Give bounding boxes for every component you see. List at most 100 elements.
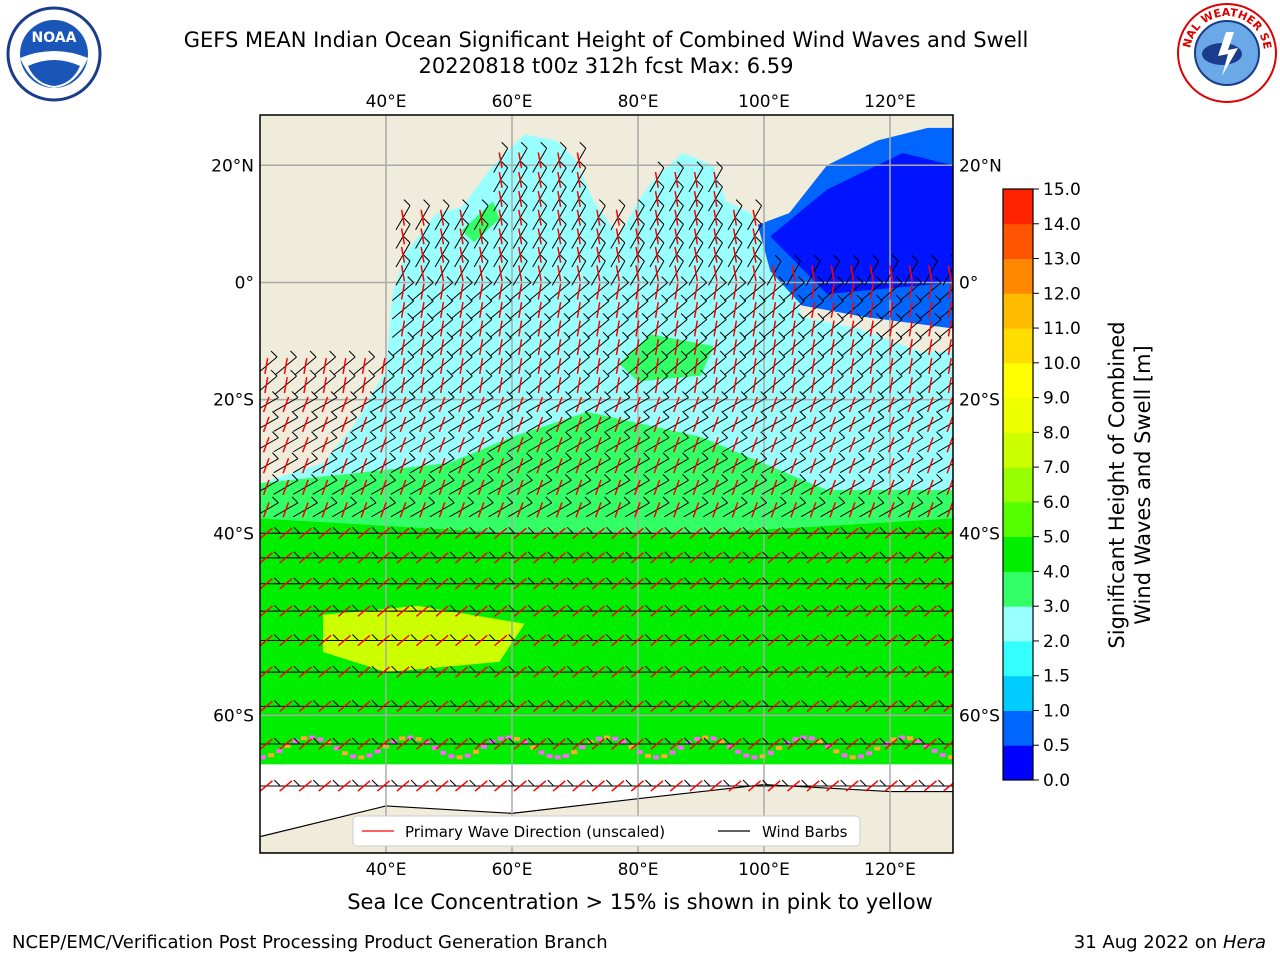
wind-barb-flag xyxy=(856,294,864,302)
legend-box xyxy=(352,815,861,847)
wind-barb-flag xyxy=(408,391,416,398)
sea-ice-cell xyxy=(399,736,406,741)
wind-barb-flag xyxy=(430,700,437,707)
wind-barb-flag xyxy=(313,779,320,787)
wave-direction-arrow xyxy=(260,527,273,539)
wind-barb-flag xyxy=(469,604,476,612)
sea-ice-cell xyxy=(333,746,340,751)
wave-direction-arrow xyxy=(947,265,952,282)
sea-ice-cell xyxy=(743,753,750,758)
colorbar-segment xyxy=(1003,640,1033,677)
wind-barb-flag xyxy=(625,700,633,707)
wind-barb-flag xyxy=(505,276,512,284)
wind-barb-flag xyxy=(701,431,709,439)
wave-direction-arrow xyxy=(494,552,508,564)
wave-direction-arrow xyxy=(635,377,640,394)
colorbar-segment xyxy=(1003,328,1033,364)
colorbar-tick-label: 3.0 xyxy=(1043,597,1070,617)
wave-direction-arrow xyxy=(298,634,312,647)
wind-barb-flag xyxy=(389,452,396,460)
lon-tick-label-top: 40°E xyxy=(366,92,407,112)
wave-direction-arrow xyxy=(672,436,680,453)
wave-direction-arrow xyxy=(708,527,723,539)
wind-barb-flag xyxy=(501,199,509,207)
wave-direction-arrow xyxy=(494,666,508,678)
wave-direction-arrow xyxy=(713,339,718,356)
lon-tick-label-bottom: 40°E xyxy=(366,860,407,880)
wave-direction-arrow xyxy=(494,527,508,539)
wave-direction-arrow xyxy=(322,357,328,374)
wind-barb-flag xyxy=(485,313,493,320)
wave-direction-arrow xyxy=(513,605,527,617)
wind-barb-flag xyxy=(797,276,805,284)
wind-barb-flag xyxy=(682,391,689,398)
sea-ice-cell xyxy=(530,745,537,750)
wind-barb-flag xyxy=(622,294,629,302)
wave-direction-arrow xyxy=(533,605,547,617)
sea-ice-cell xyxy=(866,751,873,756)
wave-direction-arrow xyxy=(611,605,625,617)
wave-direction-arrow xyxy=(692,502,700,518)
wave-direction-arrow xyxy=(518,228,523,245)
wave-direction-arrow xyxy=(552,738,566,750)
wave-direction-arrow xyxy=(943,668,953,678)
wind-barb-flag xyxy=(426,313,434,320)
wave-direction-arrow xyxy=(908,357,913,374)
lon-tick-label-top: 60°E xyxy=(492,92,533,112)
wave-direction-arrow xyxy=(557,283,562,300)
wave-direction-arrow xyxy=(713,265,718,282)
wave-direction-arrow xyxy=(615,265,620,282)
wave-direction-arrow xyxy=(653,457,661,474)
wind-barb-flag xyxy=(446,294,454,302)
lat-tick-label-right: 60°S xyxy=(959,706,1000,726)
wave-direction-arrow xyxy=(728,578,742,590)
wave-direction-arrow xyxy=(591,527,605,539)
wave-direction-arrow xyxy=(360,436,368,453)
wave-direction-arrow xyxy=(477,396,485,413)
wind-barb-flag xyxy=(469,700,476,707)
sea-ice-cell xyxy=(407,735,414,740)
wave-direction-arrow xyxy=(399,396,407,413)
wave-direction-arrow xyxy=(396,578,410,590)
wave-direction-arrow xyxy=(498,228,503,245)
wave-direction-arrow xyxy=(850,320,855,337)
wind-barb-flag xyxy=(332,577,340,585)
wind-barb-flag xyxy=(462,236,469,244)
wave-direction-arrow xyxy=(674,339,679,356)
colorbar-segment xyxy=(1003,710,1033,746)
wind-barb-flag xyxy=(486,474,494,481)
wind-barb-flag xyxy=(371,634,379,641)
wave-direction-arrow xyxy=(630,552,644,564)
wave-direction-arrow xyxy=(633,502,641,518)
wave-direction-arrow xyxy=(611,527,625,539)
wind-barb-flag xyxy=(293,737,301,745)
wind-barb-flag xyxy=(859,634,867,641)
wind-barb-flag xyxy=(735,217,743,225)
wind-barb-flag xyxy=(703,700,711,707)
wind-barb-flag xyxy=(779,452,787,460)
wave-direction-arrow xyxy=(908,265,913,282)
wave-direction-arrow xyxy=(693,228,699,245)
wave-direction-arrow xyxy=(908,302,913,319)
wave-direction-arrow xyxy=(479,339,484,356)
wave-direction-arrow xyxy=(498,339,503,356)
wave-direction-arrow xyxy=(790,479,798,496)
wind-barb-flag xyxy=(602,331,610,339)
wind-barb-flag xyxy=(579,254,587,262)
wave-direction-arrow xyxy=(572,780,586,792)
wind-barb-flag xyxy=(520,236,528,244)
wind-barb-flag xyxy=(876,331,883,339)
wave-direction-arrow xyxy=(615,283,620,300)
wind-barb-flag xyxy=(837,369,844,377)
wave-direction-arrow xyxy=(811,357,816,374)
wind-barb-flag xyxy=(566,604,574,612)
wind-barb-flag xyxy=(897,391,904,398)
wave-direction-arrow xyxy=(731,457,739,474)
wave-direction-arrow xyxy=(262,396,270,413)
wave-direction-arrow xyxy=(454,666,469,678)
wind-barb-flag xyxy=(291,391,299,398)
sea-ice-cell xyxy=(546,754,553,759)
wave-direction-arrow xyxy=(615,320,620,337)
wave-direction-arrow xyxy=(887,396,895,413)
wind-barb-flag xyxy=(818,411,826,418)
